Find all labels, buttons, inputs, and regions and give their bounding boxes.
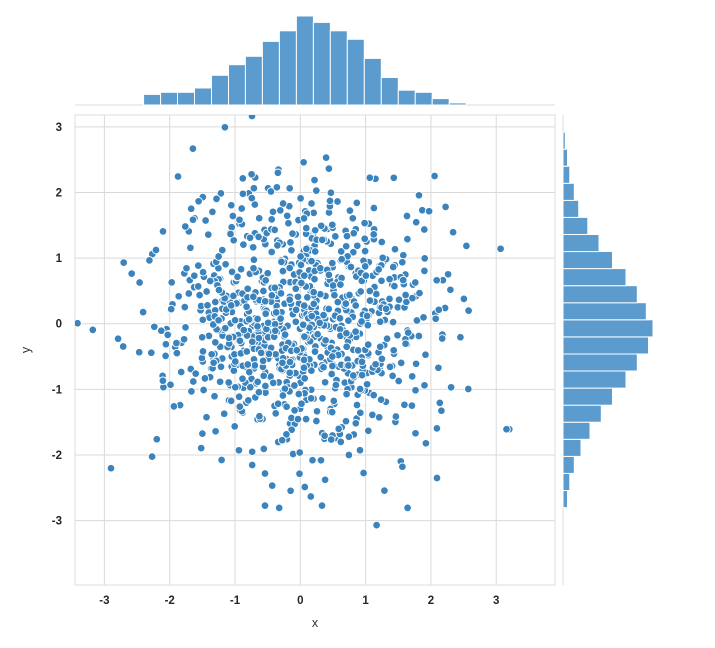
x-axis-label: x (312, 616, 319, 630)
x-tick-labels: -3 -2 -1 0 1 2 3 (99, 595, 499, 607)
y-tick-labels: 3 2 1 0 -1 -2 -3 (52, 122, 63, 528)
svg-text:2: 2 (428, 595, 434, 607)
y-axis-label: y (19, 346, 33, 353)
svg-text:-1: -1 (230, 595, 241, 607)
svg-text:-2: -2 (165, 595, 175, 607)
svg-text:2: 2 (56, 187, 62, 199)
svg-text:1: 1 (56, 253, 63, 265)
svg-text:-2: -2 (52, 450, 62, 462)
svg-text:-3: -3 (99, 595, 109, 607)
svg-text:-1: -1 (52, 384, 63, 396)
main-axes-border (74, 114, 556, 586)
svg-text:-3: -3 (52, 516, 62, 528)
svg-text:3: 3 (493, 595, 499, 607)
x-marginal-hist (143, 15, 467, 106)
scatter-points (75, 115, 514, 530)
svg-text:0: 0 (56, 319, 62, 331)
svg-text:0: 0 (297, 595, 303, 607)
svg-text:3: 3 (56, 122, 62, 134)
y-marginal-hist (562, 131, 654, 509)
svg-text:1: 1 (362, 595, 369, 607)
